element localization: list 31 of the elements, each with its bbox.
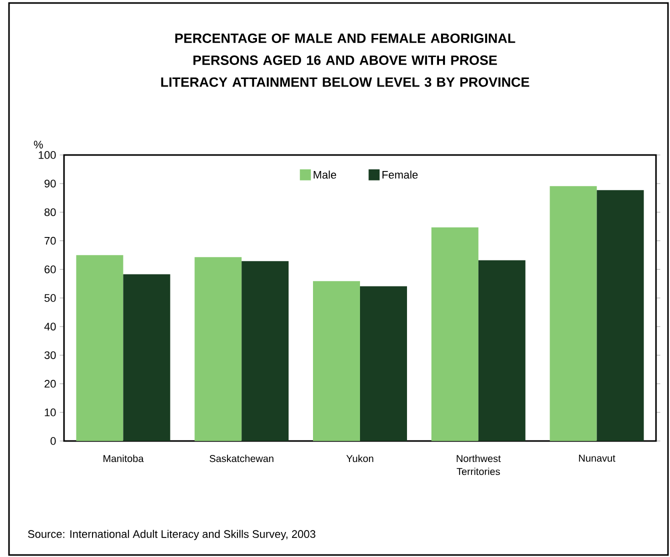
x-tick-label: Yukon [346,454,374,462]
bar [242,261,289,441]
y-tick-label: 30 [44,351,56,360]
y-tick-label: 40 [44,322,56,330]
bar [550,186,597,441]
y-tick-label: 0 [50,437,56,445]
y-tick-label: 50 [44,294,56,302]
x-tick-label: Nunavut [579,454,616,462]
bar [194,257,242,441]
bar [360,286,408,441]
source-note: Source: International Adult Literacy and Skills Survey, 2003 [28,530,316,540]
y-tick-label: 100 [38,151,56,159]
chart-title: PERCENTAGE OF MALE AND FEMALE ABORIGINAL PERSONS AGED 16 AND ABOVE WITH PROSE LITERACY ATTAINMENT BELOW LEVEL 3 BY PROVINCE [161,34,530,87]
y-axis-title: % [34,140,43,148]
x-tick-label: Saskatchewan [210,454,274,462]
bar [313,281,360,441]
bar [431,227,478,441]
x-tick-label: Northwest Territories [456,454,501,476]
y-tick-label: 10 [44,408,56,416]
x-tick-label: Manitoba [104,454,144,462]
bar [123,274,170,441]
y-tick-label: 80 [44,208,56,216]
bar [478,260,526,441]
legend-label: Male [314,170,336,179]
y-tick-label: 70 [44,236,56,245]
y-tick-label: 20 [44,380,56,388]
legend-label: Female [382,170,418,179]
bar [596,190,644,441]
y-tick-label: 90 [44,180,56,188]
y-tick-label: 60 [44,266,56,274]
bar [76,255,124,441]
